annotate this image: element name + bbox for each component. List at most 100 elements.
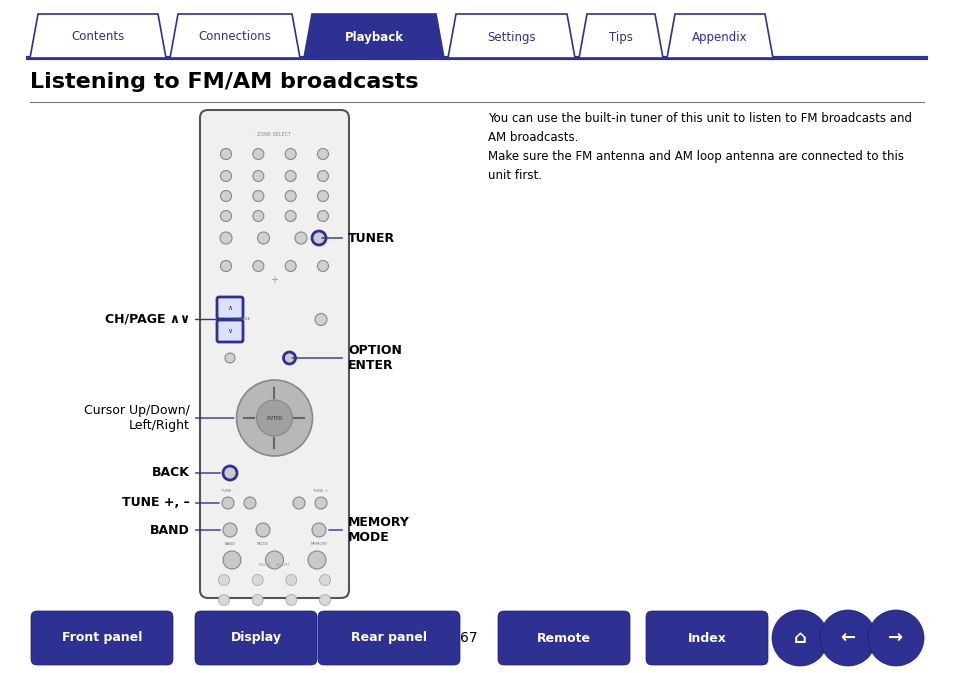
Circle shape (867, 610, 923, 666)
Circle shape (252, 594, 263, 606)
Circle shape (218, 594, 230, 606)
FancyBboxPatch shape (317, 611, 459, 665)
Text: BACK: BACK (152, 466, 220, 479)
Circle shape (319, 594, 330, 606)
Text: Settings: Settings (487, 30, 536, 44)
Circle shape (285, 260, 295, 271)
Circle shape (218, 575, 230, 586)
Circle shape (293, 497, 305, 509)
Circle shape (256, 400, 293, 436)
Text: Rear panel: Rear panel (351, 631, 427, 645)
Circle shape (253, 149, 264, 160)
Circle shape (220, 170, 232, 182)
Text: MEMORY: MEMORY (310, 542, 327, 546)
Text: ⌂: ⌂ (793, 629, 805, 647)
FancyBboxPatch shape (216, 320, 243, 342)
Text: TUNE +, –: TUNE +, – (122, 497, 219, 509)
Text: OPTION
ENTER: OPTION ENTER (292, 344, 401, 372)
Text: CH/PAGE ∧∨: CH/PAGE ∧∨ (105, 313, 216, 326)
Circle shape (285, 190, 295, 201)
Polygon shape (170, 14, 299, 58)
Text: Appendix: Appendix (692, 30, 747, 44)
Circle shape (317, 190, 328, 201)
Circle shape (265, 551, 283, 569)
Polygon shape (30, 14, 166, 58)
Circle shape (255, 523, 270, 537)
Circle shape (220, 232, 232, 244)
Circle shape (223, 466, 236, 480)
Text: TUNE +: TUNE + (314, 489, 328, 493)
Text: ENTER: ENTER (266, 415, 282, 421)
Circle shape (312, 231, 326, 245)
Text: CH/PAGE: CH/PAGE (233, 318, 251, 322)
Text: ∧: ∧ (227, 305, 233, 311)
Circle shape (222, 497, 233, 509)
Text: BAND: BAND (224, 542, 235, 546)
FancyBboxPatch shape (194, 611, 316, 665)
Circle shape (252, 575, 263, 586)
Circle shape (253, 190, 264, 201)
Circle shape (314, 314, 327, 326)
Text: →: → (887, 629, 902, 647)
Circle shape (319, 575, 330, 586)
Circle shape (317, 149, 328, 160)
Text: 67: 67 (459, 631, 477, 645)
Circle shape (317, 260, 328, 271)
Circle shape (317, 211, 328, 221)
Circle shape (257, 232, 269, 244)
Circle shape (223, 551, 241, 569)
Circle shape (286, 594, 296, 606)
Circle shape (220, 149, 232, 160)
Text: Connections: Connections (198, 30, 272, 44)
FancyBboxPatch shape (200, 110, 349, 598)
Circle shape (220, 190, 232, 201)
Text: +: + (271, 275, 278, 285)
Text: Remote: Remote (537, 631, 590, 645)
Circle shape (236, 380, 313, 456)
Text: Listening to FM/AM broadcasts: Listening to FM/AM broadcasts (30, 72, 418, 92)
FancyBboxPatch shape (645, 611, 767, 665)
Circle shape (285, 211, 295, 221)
Circle shape (220, 211, 232, 221)
Text: Front panel: Front panel (62, 631, 142, 645)
Circle shape (308, 551, 326, 569)
Circle shape (820, 610, 875, 666)
Text: SPEAKERS  STATUS  DIMMER: SPEAKERS STATUS DIMMER (249, 611, 299, 615)
Circle shape (283, 352, 295, 364)
Circle shape (312, 523, 326, 537)
Circle shape (225, 353, 234, 363)
FancyBboxPatch shape (216, 297, 243, 319)
Circle shape (244, 497, 255, 509)
Text: Playback: Playback (344, 30, 403, 44)
Text: TUNE -: TUNE - (221, 489, 234, 493)
Text: Contents: Contents (71, 30, 125, 44)
Circle shape (253, 211, 264, 221)
Text: MEMORY
MODE: MEMORY MODE (329, 516, 410, 544)
Text: ∨: ∨ (227, 328, 233, 334)
Circle shape (771, 610, 827, 666)
Circle shape (220, 260, 232, 271)
Text: Index: Index (687, 631, 725, 645)
Circle shape (286, 575, 296, 586)
Circle shape (253, 260, 264, 271)
Text: · ZONE SELECT ·: · ZONE SELECT · (254, 131, 294, 137)
Circle shape (285, 170, 295, 182)
Circle shape (285, 149, 295, 160)
Text: MODE: MODE (256, 542, 269, 546)
Circle shape (223, 523, 236, 537)
Text: TUNER: TUNER (321, 232, 395, 244)
Circle shape (294, 232, 307, 244)
Text: ←: ← (840, 629, 855, 647)
Circle shape (314, 497, 327, 509)
Polygon shape (304, 14, 443, 58)
Polygon shape (578, 14, 662, 58)
FancyBboxPatch shape (30, 611, 172, 665)
Text: Display: Display (231, 631, 281, 645)
Text: Cursor Up/Down/
Left/Right: Cursor Up/Down/ Left/Right (84, 404, 233, 432)
Text: MUTE    SILENT: MUTE SILENT (259, 563, 290, 567)
Polygon shape (666, 14, 772, 58)
Text: You can use the built-in tuner of this unit to listen to FM broadcasts and
AM br: You can use the built-in tuner of this u… (488, 112, 911, 182)
Polygon shape (448, 14, 575, 58)
Circle shape (253, 170, 264, 182)
FancyBboxPatch shape (497, 611, 629, 665)
